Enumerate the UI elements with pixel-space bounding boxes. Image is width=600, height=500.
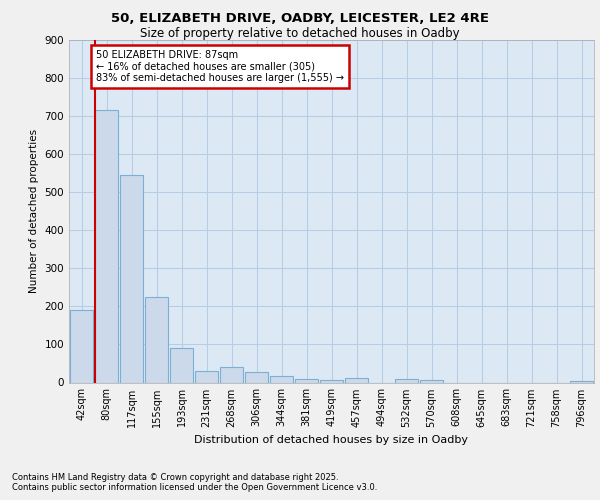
Bar <box>70 310 94 382</box>
Text: 50, ELIZABETH DRIVE, OADBY, LEICESTER, LE2 4RE: 50, ELIZABETH DRIVE, OADBY, LEICESTER, L… <box>111 12 489 26</box>
Y-axis label: Number of detached properties: Number of detached properties <box>29 129 39 294</box>
Bar <box>344 378 368 382</box>
Bar <box>395 380 418 382</box>
Bar <box>245 372 268 382</box>
Bar <box>145 297 169 382</box>
Text: Size of property relative to detached houses in Oadby: Size of property relative to detached ho… <box>140 28 460 40</box>
Text: 50 ELIZABETH DRIVE: 87sqm
← 16% of detached houses are smaller (305)
83% of semi: 50 ELIZABETH DRIVE: 87sqm ← 16% of detac… <box>96 50 344 82</box>
Bar <box>295 378 319 382</box>
Bar <box>170 348 193 382</box>
Bar <box>119 175 143 382</box>
Text: Contains HM Land Registry data © Crown copyright and database right 2025.
Contai: Contains HM Land Registry data © Crown c… <box>12 473 377 492</box>
Bar <box>320 380 343 382</box>
X-axis label: Distribution of detached houses by size in Oadby: Distribution of detached houses by size … <box>194 435 469 445</box>
Bar <box>269 376 293 382</box>
Bar <box>194 371 218 382</box>
Bar <box>95 110 118 382</box>
Bar <box>419 380 443 382</box>
Bar <box>220 368 244 382</box>
